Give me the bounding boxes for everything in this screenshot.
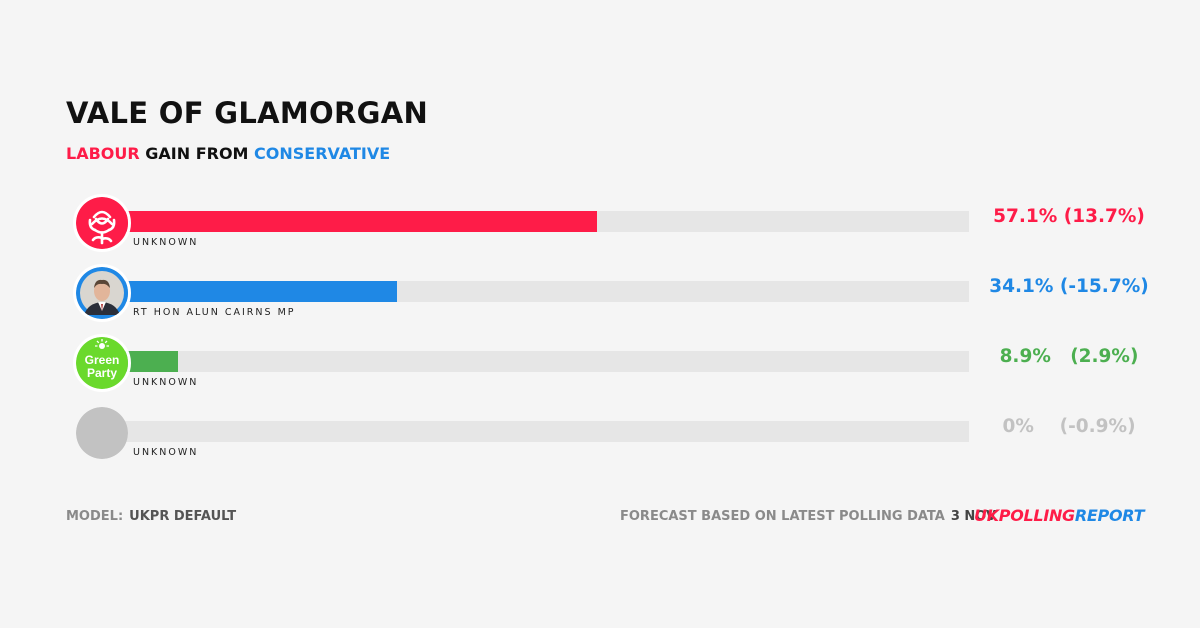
bar-labour <box>101 211 597 232</box>
result-value: 0% (-0.9%) <box>984 416 1154 437</box>
green-logo-line1: Green <box>85 353 120 367</box>
bar-track <box>101 351 969 372</box>
bar-conservative <box>101 281 397 302</box>
forecast-info: FORECAST BASED ON LATEST POLLING DATA 3 N… <box>620 509 996 524</box>
brand-report: REPORT <box>1074 506 1145 525</box>
result-row-labour: UNKNOWN 57.1% (13.7%) <box>0 194 1200 265</box>
result-value: 8.9% (2.9%) <box>984 346 1154 367</box>
result-value: 34.1% (-15.7%) <box>984 276 1154 297</box>
share-label: 0% <box>1002 416 1034 437</box>
bar-track <box>101 211 969 232</box>
winner-party: LABOUR <box>66 144 140 163</box>
result-row-green: Green Party UNKNOWN 8.9% (2.9%) <box>0 334 1200 405</box>
change-label: (-15.7%) <box>1059 276 1149 297</box>
green-logo-line2: Party <box>87 366 117 380</box>
result-value: 57.1% (13.7%) <box>984 206 1154 227</box>
candidate-name: RT HON ALUN CAIRNS MP <box>133 307 296 318</box>
candidate-name: UNKNOWN <box>133 237 199 248</box>
result-subtitle: LABOUR GAIN FROM CONSERVATIVE <box>66 144 390 163</box>
result-row-other: UNKNOWN 0% (-0.9%) <box>0 405 1200 475</box>
forecast-date: 3 NOV <box>950 509 997 524</box>
candidate-photo <box>73 264 131 322</box>
share-label: 8.9% <box>999 346 1051 367</box>
brand-polling: POLLING <box>998 506 1075 525</box>
brand-uk: UK <box>974 506 999 525</box>
ukpollingreport-logo[interactable]: UKPOLLINGREPORT <box>974 506 1145 525</box>
model-value: UKPR DEFAULT <box>129 509 237 524</box>
labour-rose-icon <box>73 194 131 252</box>
change-label: (13.7%) <box>1063 206 1145 227</box>
change-label: (2.9%) <box>1070 346 1139 367</box>
candidate-name: UNKNOWN <box>133 377 199 388</box>
model-info: MODEL: UKPR DEFAULT <box>66 509 236 524</box>
result-row-conservative: RT HON ALUN CAIRNS MP 34.1% (-15.7%) <box>0 264 1200 335</box>
change-label: (-0.9%) <box>1059 416 1136 437</box>
share-label: 34.1% <box>989 276 1054 297</box>
bar-track <box>101 281 969 302</box>
model-label: MODEL: <box>66 509 124 524</box>
bar-track <box>101 421 969 442</box>
forecast-text: FORECAST BASED ON LATEST POLLING DATA <box>620 509 945 524</box>
loser-party: CONSERVATIVE <box>254 144 391 163</box>
subtitle-connector: GAIN FROM <box>139 144 255 163</box>
share-label: 57.1% <box>993 206 1058 227</box>
candidate-name: UNKNOWN <box>133 447 199 458</box>
page-title: VALE OF GLAMORGAN <box>66 96 429 130</box>
placeholder-avatar-icon <box>73 404 131 462</box>
green-party-logo-icon: Green Party <box>73 334 131 392</box>
